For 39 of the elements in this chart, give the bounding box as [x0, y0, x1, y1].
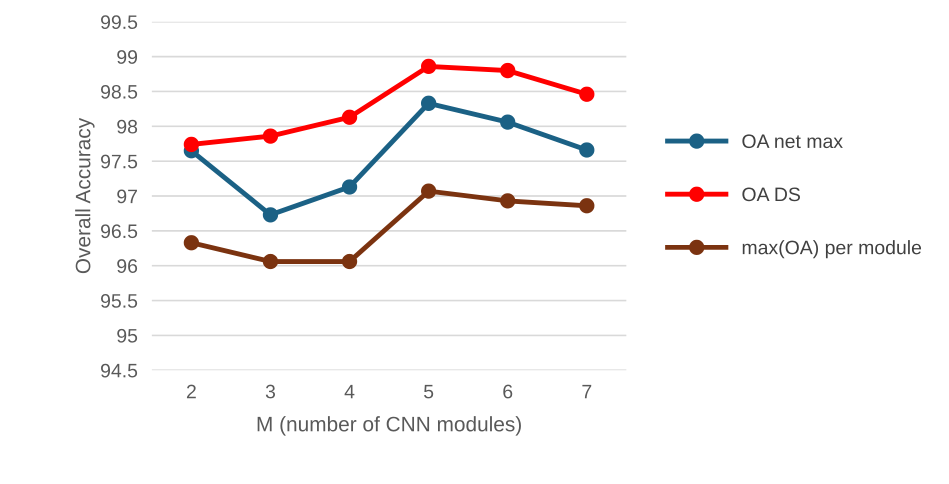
x-tick-label: 6 — [503, 384, 512, 398]
point — [262, 207, 278, 222]
y-tick-label: 98.5 — [101, 84, 138, 99]
y-tick-label: 99 — [117, 50, 138, 64]
point — [184, 235, 200, 250]
x-tick-label: 2 — [186, 384, 196, 398]
point — [342, 110, 358, 125]
point — [342, 179, 358, 195]
y-tick-label: 96.5 — [101, 224, 138, 238]
point — [579, 142, 594, 158]
y-tick-label: 97 — [117, 189, 137, 204]
y-tick-label: 96 — [117, 259, 138, 273]
point — [500, 193, 516, 209]
point — [420, 58, 436, 74]
y-tick-label: 99.5 — [101, 15, 138, 30]
y-tick-label: 95 — [117, 328, 138, 343]
x-tick-label: 5 — [424, 384, 434, 398]
point — [500, 114, 516, 130]
y-tick-label: 98 — [117, 120, 138, 134]
point — [420, 184, 436, 199]
legend-label: OA DS — [742, 187, 800, 202]
y-tick-label: 94.5 — [101, 364, 138, 378]
x-tick-label: 4 — [344, 384, 354, 398]
x-axis-title: M (number of CNN modules) — [258, 416, 521, 436]
point — [500, 62, 516, 78]
point — [579, 198, 594, 214]
legend-label: max(OA) per module — [742, 240, 922, 258]
point — [420, 96, 436, 111]
legend-label: OA net max — [742, 134, 843, 148]
point — [342, 254, 358, 270]
x-tick-label: 3 — [266, 384, 276, 398]
y-tick-label: 95.5 — [101, 294, 138, 308]
point — [262, 128, 278, 144]
y-axis-title: Overall Accuracy — [75, 118, 95, 274]
point — [579, 86, 594, 102]
y-tick-label: 97.5 — [101, 154, 138, 168]
x-tick-label: 7 — [582, 384, 592, 398]
point — [262, 254, 278, 270]
point — [184, 136, 200, 152]
